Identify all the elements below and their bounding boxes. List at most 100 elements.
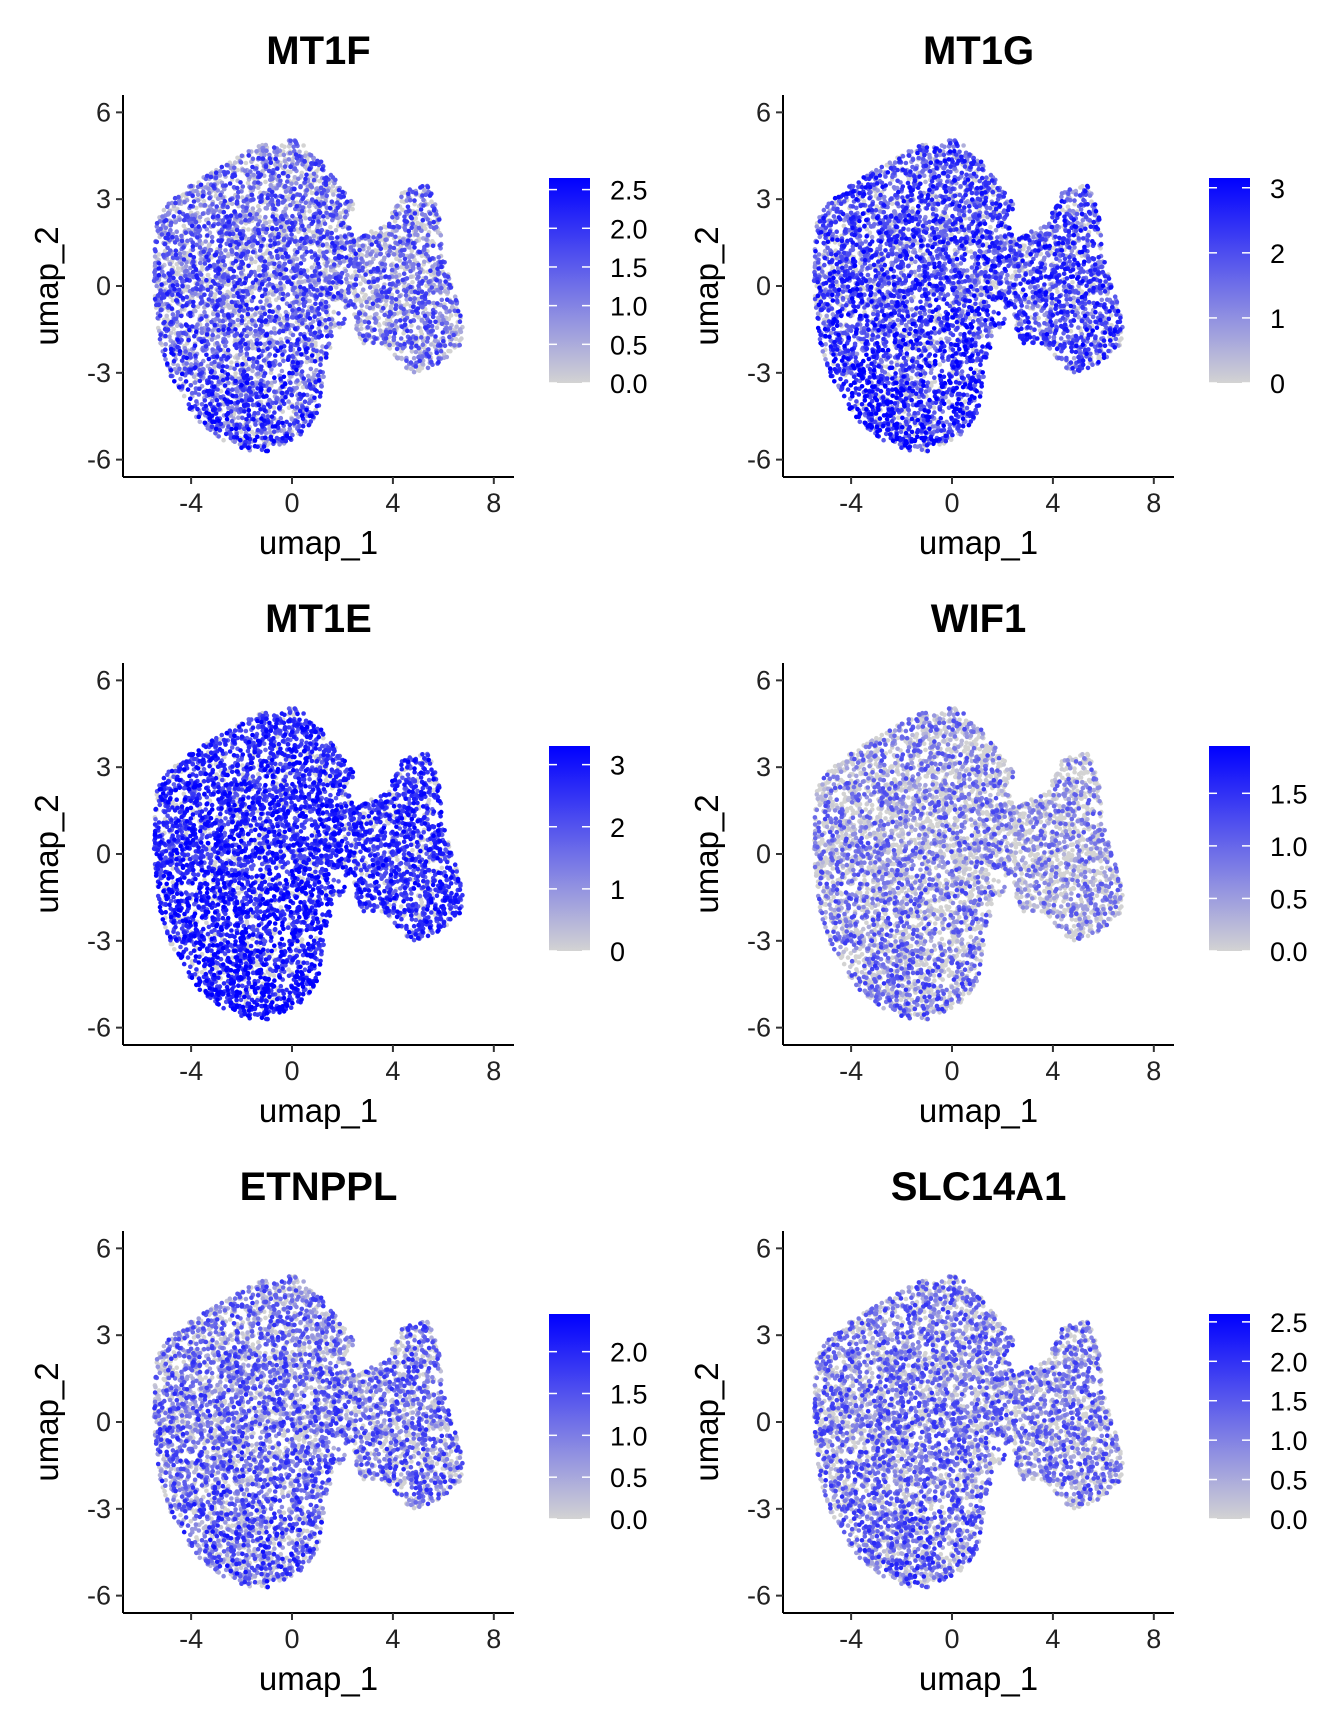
cell-point <box>383 336 389 341</box>
cell-point <box>210 214 216 220</box>
cell-point <box>214 397 220 403</box>
cell-point <box>286 399 291 404</box>
cell-point <box>300 254 305 260</box>
cell-point <box>426 279 432 285</box>
cell-point <box>185 238 190 244</box>
cell-point <box>368 252 373 257</box>
cell-point <box>283 223 288 229</box>
cell-point <box>273 156 279 162</box>
cell-point <box>382 255 387 261</box>
cell-point <box>259 255 264 260</box>
cell-point <box>223 343 228 349</box>
cell-point <box>213 170 219 175</box>
cell-point <box>418 207 424 212</box>
cell-point <box>383 274 389 279</box>
cell-point <box>282 144 287 150</box>
cell-point <box>303 288 309 293</box>
cell-point <box>267 352 273 357</box>
cell-point <box>346 303 351 308</box>
cell-point <box>221 437 226 443</box>
cell-point <box>157 313 163 319</box>
cell-point <box>215 334 221 339</box>
cell-point <box>219 308 225 314</box>
cell-point <box>180 295 186 301</box>
cell-point <box>312 280 318 285</box>
cell-point <box>289 281 294 287</box>
cell-point <box>284 220 290 225</box>
cell-point <box>309 161 314 166</box>
cell-point <box>177 366 182 372</box>
cell-point <box>234 201 240 206</box>
cell-point <box>289 392 295 398</box>
cell-point <box>262 259 268 264</box>
cell-point <box>211 183 216 189</box>
cell-point <box>268 182 274 188</box>
cell-point <box>309 305 314 311</box>
cell-point <box>287 150 293 156</box>
cell-point <box>254 149 259 154</box>
cell-point <box>394 228 399 233</box>
cell-point <box>282 261 288 267</box>
cell-point <box>157 336 163 342</box>
cell-point <box>221 353 227 359</box>
cell-point <box>398 336 404 341</box>
cell-point <box>183 303 189 308</box>
cell-point <box>305 355 310 361</box>
cell-point <box>420 279 425 284</box>
cell-point <box>193 353 198 359</box>
cell-point <box>421 338 426 344</box>
cell-point <box>379 261 385 267</box>
cell-point <box>379 341 385 346</box>
cell-point <box>323 256 329 261</box>
cell-point <box>409 248 415 254</box>
cell-point <box>278 224 284 230</box>
cell-point <box>296 306 302 312</box>
cell-point <box>300 423 306 429</box>
cell-point <box>265 195 271 201</box>
cell-point <box>166 278 172 283</box>
cell-point <box>162 326 168 332</box>
cell-point <box>392 331 398 336</box>
cell-point <box>257 174 262 179</box>
cell-point <box>308 239 314 245</box>
cell-point <box>427 257 433 263</box>
cell-point <box>232 172 237 177</box>
cell-point <box>416 262 421 268</box>
cell-point <box>276 304 281 310</box>
cell-point <box>255 427 261 433</box>
cell-point <box>297 314 302 319</box>
cell-point <box>290 404 295 409</box>
cell-point <box>171 326 176 332</box>
cell-point <box>420 193 425 198</box>
cell-point <box>431 219 437 225</box>
cell-point <box>353 256 359 261</box>
cell-point <box>176 287 182 293</box>
cell-point <box>401 331 406 336</box>
cell-point <box>298 184 303 190</box>
cell-point <box>432 338 438 344</box>
cell-point <box>306 400 312 406</box>
cell-point <box>449 305 455 310</box>
cell-point <box>278 247 284 252</box>
cell-point <box>255 185 261 190</box>
cell-point <box>243 160 249 166</box>
cell-point <box>249 256 254 262</box>
cell-point <box>231 274 236 280</box>
cell-point <box>410 221 415 226</box>
cell-point <box>272 318 278 324</box>
cell-point <box>163 333 168 339</box>
cell-point <box>376 297 382 303</box>
cell-point <box>163 357 168 362</box>
cell-point <box>288 374 293 379</box>
cell-point <box>272 379 278 384</box>
cell-point <box>436 254 442 260</box>
cell-point <box>286 157 292 162</box>
cell-point <box>206 186 211 191</box>
cell-point <box>217 267 222 273</box>
cell-point <box>238 160 244 165</box>
cell-point <box>339 279 344 285</box>
cell-point <box>324 193 330 199</box>
cell-point <box>292 239 298 244</box>
cell-point <box>266 314 272 320</box>
cell-point <box>457 319 463 325</box>
